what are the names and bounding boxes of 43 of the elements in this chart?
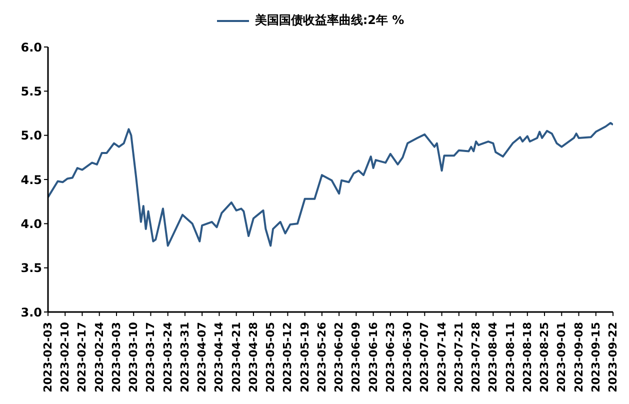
y-tick-label: 3.5 bbox=[20, 261, 42, 276]
x-tick-label: 2023-07-21 bbox=[452, 322, 466, 392]
x-tick-label: 2023-04-07 bbox=[196, 322, 209, 392]
x-tick-label: 2023-06-09 bbox=[350, 322, 363, 392]
x-tick-label: 2023-09-15 bbox=[589, 322, 602, 392]
y-tick-label: 6.0 bbox=[20, 40, 42, 54]
x-tick-label: 2023-04-14 bbox=[212, 322, 226, 392]
x-tick-label: 2023-02-17 bbox=[76, 322, 89, 392]
line-series bbox=[48, 122, 613, 247]
x-tick-label: 2023-09-22 bbox=[606, 322, 620, 392]
x-tick-label: 2023-03-03 bbox=[110, 322, 123, 392]
x-tick-label: 2023-05-19 bbox=[298, 322, 312, 392]
x-tick-label: 2023-06-23 bbox=[384, 322, 397, 392]
x-tick-label: 2023-03-10 bbox=[127, 322, 140, 392]
x-tick-label: 2023-04-28 bbox=[246, 322, 260, 392]
y-tick-label: 5.0 bbox=[20, 128, 42, 143]
x-tick-label: 2023-09-08 bbox=[572, 322, 586, 392]
x-tick-label: 2023-02-10 bbox=[58, 322, 72, 392]
x-tick-label: 2023-07-28 bbox=[470, 322, 483, 392]
x-tick-label: 2023-08-18 bbox=[520, 322, 534, 392]
x-tick-label: 2023-09-01 bbox=[555, 322, 568, 392]
x-tick-label: 2023-05-12 bbox=[281, 322, 294, 392]
x-tick-label: 2023-02-03 bbox=[42, 322, 54, 392]
y-tick-label: 5.5 bbox=[20, 84, 42, 98]
x-tick-label: 2023-02-24 bbox=[92, 322, 106, 392]
x-tick-label: 2023-07-07 bbox=[418, 322, 432, 392]
y-tick-label: 4.5 bbox=[20, 172, 42, 187]
y-tick-label: 3.0 bbox=[20, 305, 42, 320]
x-tick-label: 2023-08-04 bbox=[486, 322, 500, 392]
x-tick-label: 2023-04-21 bbox=[230, 322, 243, 392]
x-tick-label: 2023-08-11 bbox=[504, 322, 517, 392]
x-tick-label: 2023-06-30 bbox=[401, 322, 414, 392]
y-tick-label: 4.0 bbox=[20, 216, 42, 231]
x-tick-label: 2023-03-17 bbox=[144, 322, 158, 392]
x-tick-label: 2023-06-16 bbox=[366, 322, 380, 392]
x-tick-label: 2023-08-25 bbox=[538, 322, 552, 392]
x-tick-label: 2023-03-31 bbox=[178, 322, 192, 392]
x-tick-label: 2023-06-02 bbox=[332, 322, 346, 392]
x-tick-label: 2023-05-26 bbox=[315, 322, 328, 392]
x-tick-label: 2023-03-24 bbox=[161, 322, 174, 392]
legend-label: 美国国债收益率曲线:2年 % bbox=[254, 12, 404, 29]
x-tick-label: 2023-05-05 bbox=[264, 322, 278, 392]
x-tick-label: 2023-07-14 bbox=[435, 322, 448, 392]
